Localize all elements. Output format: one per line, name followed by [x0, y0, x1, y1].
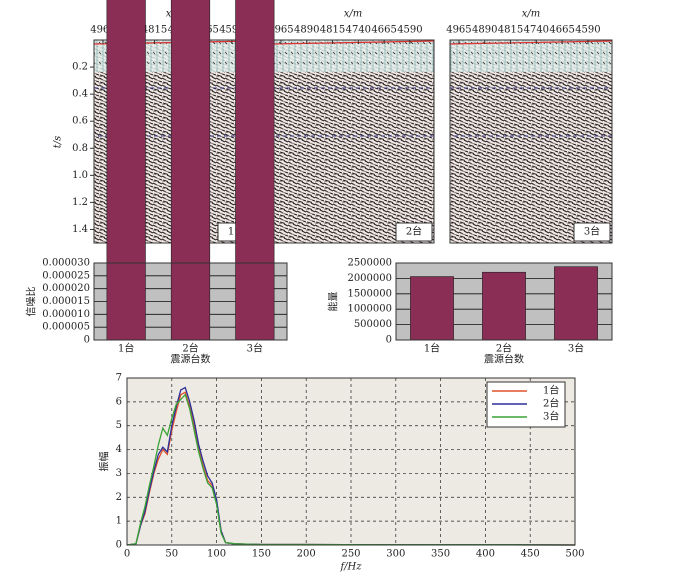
- x-axis-label: x/m: [522, 9, 541, 20]
- legend-label: 2台: [543, 397, 559, 410]
- y-axis-label: 振幅: [98, 452, 111, 472]
- x-tick-label: 400: [476, 549, 495, 560]
- x-tick-label: 500: [565, 549, 584, 560]
- x-tick-label: 50: [165, 549, 178, 560]
- y-tick-label: 0.6: [72, 116, 88, 127]
- x-tick-label: 100: [207, 549, 226, 560]
- x-tick-label: 200: [297, 549, 316, 560]
- y-tick-label: 0.000025: [42, 270, 90, 281]
- x-tick-label: 1台: [118, 342, 134, 355]
- frame: [449, 39, 613, 244]
- x-tick-label: 4890: [294, 25, 319, 36]
- first-arrival-line: [449, 40, 613, 45]
- bar: [554, 266, 598, 341]
- bar: [482, 271, 526, 341]
- x-tick-label: 4665: [371, 25, 396, 36]
- y-tick-label: 0: [386, 335, 392, 346]
- panel-label-box: [395, 222, 433, 242]
- y-tick-label: 2500000: [347, 258, 392, 269]
- x-tick-label: 450: [521, 549, 540, 560]
- frame: [395, 262, 613, 341]
- x-tick-label: 250: [341, 549, 360, 560]
- x-tick-label: 350: [431, 549, 450, 560]
- x-tick-label: 1台: [424, 342, 440, 355]
- x-tick-label: 4815: [142, 25, 167, 36]
- x-tick-label: 4815: [320, 25, 345, 36]
- x-tick-label: 2台: [496, 342, 512, 355]
- legend-label: 3台: [543, 410, 559, 423]
- panel-label: 3台: [584, 225, 600, 238]
- y-tick-label: 1.0: [72, 170, 88, 181]
- y-tick-label: 0.000030: [42, 258, 90, 269]
- y-tick-label: 2: [116, 492, 122, 503]
- frame: [126, 377, 576, 546]
- x-tick-label: 4740: [524, 25, 549, 36]
- y-tick-label: 0: [116, 540, 122, 551]
- y-tick-label: 1.4: [72, 224, 88, 235]
- x-tick-label: 3台: [568, 342, 584, 355]
- y-tick-label: 0.000005: [42, 322, 90, 333]
- first-arrival-zone: [450, 40, 612, 72]
- y-tick-label: 4: [116, 444, 122, 455]
- x-tick-label: 4965: [90, 25, 115, 36]
- x-tick-label: 150: [252, 549, 271, 560]
- x-tick-label: 4590: [397, 25, 422, 36]
- panel-label-box: [573, 222, 611, 242]
- first-arrival-line: [271, 40, 435, 45]
- x-tick-label: 4590: [575, 25, 600, 36]
- y-tick-label: 0.000015: [42, 296, 90, 307]
- frame: [93, 262, 288, 341]
- y-tick-label: 0.000020: [42, 283, 90, 294]
- x-tick-label: 4815: [498, 25, 523, 36]
- x-tick-label: 4965: [268, 25, 293, 36]
- y-axis-label: 能量: [327, 292, 340, 312]
- bar: [410, 276, 454, 341]
- y-tick-label: 0.4: [72, 89, 88, 100]
- x-tick-label: 0: [124, 549, 130, 560]
- y-tick-label: 500000: [354, 319, 392, 330]
- y-axis-label: 信噪比: [26, 287, 38, 317]
- x-axis-label: 震源台数: [484, 353, 524, 366]
- x-axis-label: 震源台数: [171, 353, 211, 366]
- y-tick-label: 7: [116, 373, 122, 384]
- bar: [170, 0, 211, 341]
- y-tick-label: 5: [116, 420, 122, 431]
- spectrum-line: [126, 393, 576, 546]
- bar: [106, 0, 146, 341]
- x-tick-label: 300: [386, 549, 405, 560]
- x-tick-label: 4965: [446, 25, 471, 36]
- y-tick-label: 3: [116, 468, 122, 479]
- x-tick-label: 4740: [346, 25, 371, 36]
- y-tick-label: 0.8: [72, 143, 88, 154]
- y-tick-label: 1.2: [72, 197, 88, 208]
- panel-label: 2台: [406, 225, 422, 238]
- seismic-section: [272, 40, 434, 243]
- x-tick-label: 4890: [472, 25, 497, 36]
- y-tick-label: 1: [116, 516, 122, 527]
- bar: [235, 0, 275, 341]
- y-tick-label: 0: [84, 335, 90, 346]
- first-arrival-zone: [272, 40, 434, 72]
- y-tick-label: 0.2: [72, 62, 88, 73]
- legend-label: 1台: [543, 384, 559, 397]
- x-axis-label: f/Hz: [339, 562, 362, 573]
- x-tick-label: 3台: [247, 342, 263, 355]
- x-tick-label: 2台: [182, 342, 198, 355]
- y-tick-label: 1500000: [347, 288, 392, 299]
- y-tick-label: 1000000: [347, 304, 392, 315]
- x-axis-label: x/m: [344, 9, 363, 20]
- y-tick-label: 2000000: [347, 273, 392, 284]
- y-axis-label: t/s: [53, 136, 64, 149]
- x-tick-label: 4590: [219, 25, 244, 36]
- x-tick-label: 4665: [549, 25, 574, 36]
- y-tick-label: 6: [116, 396, 122, 407]
- y-tick-label: 0.000010: [42, 309, 90, 320]
- seismic-section: [450, 40, 612, 243]
